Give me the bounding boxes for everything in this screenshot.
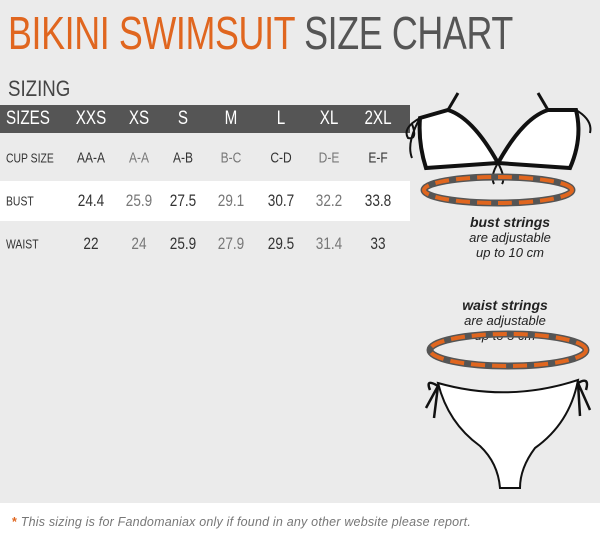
row-label: BUST <box>6 193 34 209</box>
table-header: SIZES XXS XS S M L XL 2XL <box>0 105 410 133</box>
row-label: CUP SIZE <box>6 150 54 165</box>
table-row-waist: WAIST 22 24 25.9 27.9 29.5 31.4 33 <box>0 222 410 266</box>
size-header: XS <box>128 108 150 129</box>
table-cell: 31.4 <box>315 234 343 253</box>
table-cell: 24.4 <box>77 191 105 210</box>
table-cell: A-A <box>128 149 150 166</box>
table-cell: 29.1 <box>217 191 245 210</box>
bikini-top-illustration <box>405 92 592 207</box>
size-header: M <box>224 108 238 129</box>
table-cell: A-B <box>172 149 194 166</box>
table-cell: C-D <box>270 149 292 166</box>
row-label: WAIST <box>6 236 39 252</box>
table-cell: 30.7 <box>267 191 295 210</box>
size-header: XL <box>319 108 339 129</box>
table-cell: 22 <box>83 234 99 253</box>
table-row-bust: BUST 24.4 25.9 27.5 29.1 30.7 32.2 33.8 <box>0 181 410 221</box>
table-cell: E-F <box>368 149 388 166</box>
page-title: BIKINI SWIMSUIT SIZE CHART <box>8 7 513 59</box>
table-row-cup-size: CUP SIZE AA-A A-A A-B B-C C-D D-E E-F <box>0 135 410 180</box>
size-header: L <box>276 108 286 129</box>
table-cell: 32.2 <box>315 191 343 210</box>
disclaimer-text: * This sizing is for Fandomaniax only if… <box>12 515 472 529</box>
bikini-bottom-illustration <box>424 330 592 489</box>
size-header: 2XL <box>364 108 392 129</box>
table-cell: B-C <box>220 149 242 166</box>
footer: * This sizing is for Fandomaniax only if… <box>0 503 600 545</box>
waist-dashed-outline <box>428 332 588 368</box>
table-cell: 25.9 <box>169 234 197 253</box>
header-label: SIZES <box>6 108 50 129</box>
table-cell: AA-A <box>76 149 106 166</box>
size-header: S <box>177 108 189 129</box>
table-cell: 25.9 <box>125 191 153 210</box>
table-cell: 29.5 <box>267 234 295 253</box>
bust-strings-note: bust strings are adjustable up to 10 cm <box>469 214 551 261</box>
table-cell: D-E <box>318 149 340 166</box>
table-cell: 33.8 <box>364 191 392 210</box>
size-header: XXS <box>75 108 107 129</box>
table-cell: 27.5 <box>169 191 197 210</box>
table-cell: 24 <box>131 234 147 253</box>
section-heading: SIZING <box>8 76 71 101</box>
table-cell: 27.9 <box>217 234 245 253</box>
table-cell: 33 <box>370 234 386 253</box>
